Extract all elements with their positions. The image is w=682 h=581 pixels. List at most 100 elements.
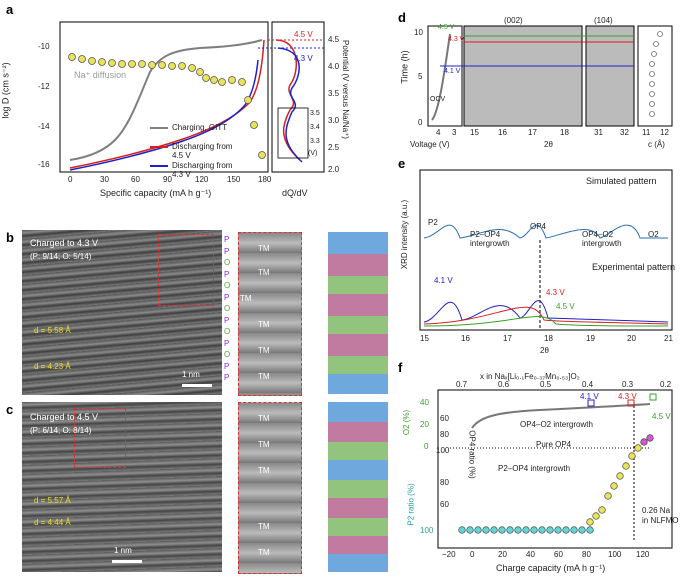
- f-xtick-2: 20: [498, 550, 507, 559]
- e-xtick-1: 16: [461, 334, 470, 343]
- d-xtick-r-0: 11: [642, 128, 651, 137]
- dqdv-blue: [277, 47, 303, 163]
- a-ytick-0: -10: [38, 42, 50, 51]
- b-structure-model: [328, 232, 388, 394]
- panel-e-plot: [419, 169, 673, 331]
- a-xtick-3: 90: [163, 175, 172, 184]
- e-xlabel: 2θ: [540, 346, 549, 355]
- e-phase-0: P2: [428, 218, 438, 227]
- f-xtick-0: −20: [442, 550, 456, 559]
- f-na-note2: in NLFMO: [642, 516, 679, 525]
- b-scale-label: 1 nm: [182, 370, 200, 379]
- f-top-xtick-3: 0.4: [582, 380, 594, 389]
- f-top-xlabel: x in Naₓ[Li₀.₁Fe₀.₃₇Mn₀.₅₃]O₂: [480, 372, 580, 381]
- b-d1: d = 5.58 Å: [34, 326, 71, 335]
- e-phase-1: P2–OP4 intergrowth: [470, 230, 510, 248]
- e-v43: 4.3 V: [546, 288, 565, 297]
- a-inset-unit: (V): [308, 150, 318, 157]
- c-roi-box: [74, 408, 126, 468]
- d-xlabel-right: c (Å): [648, 140, 665, 149]
- e-xtick-0: 15: [420, 334, 429, 343]
- f-v41: 4.1 V: [580, 392, 599, 401]
- b-mark-o-3: O: [224, 327, 231, 336]
- c-tm-4: TM: [258, 548, 270, 557]
- b-tm-0: TM: [258, 244, 270, 253]
- b-mark-p-2: P: [224, 269, 230, 279]
- c-subtitle: (P: 6/14; O: 8/14): [30, 426, 92, 435]
- f-o2-label: O2 (%): [402, 409, 412, 436]
- e-v41: 4.1 V: [434, 276, 453, 285]
- panel-letter-e: e: [398, 156, 406, 171]
- a-right-ytick-1: 4.0: [328, 62, 340, 71]
- a-xlabel: Specific capacity (mA h g⁻¹): [100, 188, 212, 198]
- a-inset-tick-1: 3.4: [310, 124, 320, 131]
- panel-a-plot: [59, 21, 325, 173]
- d-xtick-r-1: 12: [660, 128, 669, 137]
- panel-f-plot: [437, 389, 673, 549]
- f-o2-tick-2: 0: [424, 442, 429, 451]
- d-peak1: (002): [504, 16, 523, 25]
- a-right-ytick-0: 4.5: [328, 35, 340, 44]
- d-xtick-m-4: 31: [594, 128, 603, 137]
- a-xtick-0: 0: [68, 175, 73, 184]
- f-op4-o2: OP4–O2 intergrowth: [520, 420, 593, 429]
- d-xlabel-left: Voltage (V): [410, 140, 450, 149]
- na-diffusion-points: [68, 53, 266, 159]
- b-mark-p-1: P: [224, 246, 230, 256]
- c-tm-1: TM: [258, 440, 270, 449]
- d-v41: 4.1 V: [444, 68, 461, 75]
- a-right-ytick-5: 2.0: [328, 165, 340, 174]
- b-micrograph: [22, 230, 222, 395]
- f-xtick-5: 80: [582, 550, 591, 559]
- f-op4-label: OP4 ratio (%): [467, 430, 477, 479]
- charging-gitt-curve: [69, 39, 263, 161]
- d-ylabel: Time (h): [399, 50, 410, 84]
- b-mark-o-1: O: [224, 281, 231, 290]
- e-v45: 4.5 V: [556, 302, 575, 311]
- c-structure-model: [328, 402, 388, 572]
- f-op4-tick-3: 80: [440, 478, 449, 487]
- a-ytick-1: -12: [38, 82, 50, 91]
- a-ytick-2: -14: [38, 122, 50, 131]
- a-inset-tick-0: 3.5: [310, 110, 320, 117]
- d-xtick-m-0: 15: [470, 128, 479, 137]
- f-v43: 4.3 V: [618, 392, 637, 401]
- b-tm-3: TM: [258, 320, 270, 329]
- a-xtick-4: 120: [195, 175, 209, 184]
- a-xtick-2: 60: [131, 175, 140, 184]
- d-ytick-1: 5: [418, 72, 423, 81]
- b-mark-p-0: P: [224, 235, 230, 244]
- f-xtick-4: 60: [554, 550, 563, 559]
- b-tm-5: TM: [258, 372, 270, 381]
- a-legend-2: Discharging from 4.3 V: [172, 161, 233, 179]
- a-ytick-3: -16: [38, 160, 50, 169]
- b-subtitle: (P: 9/14; O: 5/14): [30, 252, 92, 261]
- d-ytick-0: 10: [414, 28, 423, 37]
- d-xlabel-mid: 2θ: [544, 140, 553, 149]
- b-mark-p-5: P: [224, 338, 230, 348]
- f-op4-tick-4: 60: [440, 500, 449, 509]
- a-legend-0: Charging, GITT: [172, 123, 228, 132]
- e-xtick-6: 21: [664, 334, 673, 343]
- discharge-45-curve: [69, 39, 265, 169]
- a-annotation: Na⁺ diffusion: [74, 70, 127, 80]
- a-xtick-1: 30: [100, 175, 109, 184]
- f-op4-tick-2: 100: [436, 446, 450, 455]
- f-top-xtick-1: 0.6: [498, 380, 510, 389]
- panel-letter-a: a: [6, 2, 14, 17]
- panel-letter-d: d: [398, 10, 406, 25]
- b-mark-p-3: P: [224, 292, 230, 302]
- b-roi-box: [158, 234, 214, 306]
- f-xlabel: Charge capacity (mA h g⁻¹): [496, 563, 606, 573]
- b-zoom: [238, 232, 302, 396]
- panel-letter-b: b: [6, 230, 14, 245]
- f-xtick-1: 0: [470, 550, 475, 559]
- discharge-43-curve: [69, 59, 259, 171]
- b-mark-o-0: O: [224, 258, 231, 267]
- a-legend-1: Discharging from 4.5 V: [172, 142, 233, 160]
- b-tm-2: TM: [240, 294, 252, 303]
- d-xtick-m-1: 16: [498, 128, 507, 137]
- d-xtick-m-5: 32: [620, 128, 629, 137]
- c-micrograph: [22, 402, 222, 572]
- c-scale-label: 1 nm: [114, 546, 132, 555]
